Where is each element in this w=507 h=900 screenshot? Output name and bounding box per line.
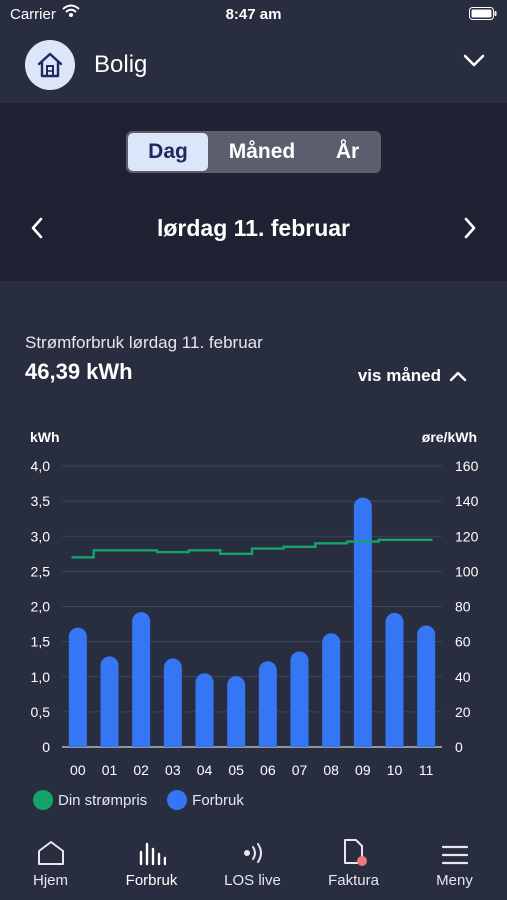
notification-badge [356,856,367,866]
y-right-axis-title: øre/kWh [422,429,477,445]
x-tick-label: 02 [133,762,149,778]
consumption-bar [290,651,309,747]
tab-forbruk-label: Forbruk [125,872,178,889]
legend-price: Din strømpris [33,790,147,810]
consumption-bar [258,661,277,747]
chevron-left-icon [31,217,43,239]
previous-day-button[interactable] [30,217,44,244]
period-segmented-control: Dag Måned År [126,131,381,173]
show-month-label: vis måned [357,366,441,385]
y-left-axis-title: kWh [30,429,60,445]
y-left-tick-label: 2,5 [31,563,51,579]
x-tick-label: 07 [292,762,308,778]
y-left-tick-label: 2,0 [31,599,51,615]
x-tick-label: 09 [355,762,371,778]
consumption-bar [132,612,151,747]
y-right-tick-label: 20 [455,704,471,720]
home-icon [37,841,64,865]
consumption-title: Strømforbruk lørdag 11. februar [25,333,263,352]
date-label: lørdag 11. februar [156,215,350,241]
bottom-tab-bar: Hjem Forbruk LOS live [0,830,507,900]
legend-price-swatch [33,790,53,810]
consumption-bar [68,627,87,747]
y-right-tick-label: 80 [455,599,471,615]
date-panel: Dag Måned År lørdag 11. februar [0,103,507,281]
tab-meny[interactable]: Meny [404,830,505,900]
tab-hjem[interactable]: Hjem [0,830,101,900]
date-navigator: lørdag 11. februar [0,213,507,247]
y-left-tick-label: 3,0 [31,528,51,544]
x-tick-label: 05 [228,762,244,778]
tab-day[interactable]: Dag [128,133,208,171]
x-tick-label: 11 [419,762,434,778]
consumption-bar [322,633,341,747]
legend-consumption-label: Forbruk [192,791,244,809]
y-left-tick-label: 0,5 [31,704,51,720]
x-tick-label: 08 [323,762,339,778]
chevron-right-icon [464,217,476,239]
chevron-up-icon [449,371,467,382]
y-right-tick-label: 160 [455,458,479,474]
y-right-tick-label: 40 [455,669,471,685]
y-left-tick-label: 1,5 [31,634,51,650]
y-right-tick-label: 120 [455,528,479,544]
tab-faktura-label: Faktura [328,872,379,889]
tab-hjem-label: Hjem [32,872,68,889]
consumption-bar [385,612,404,747]
consumption-bar [227,676,246,747]
tab-month[interactable]: Måned [228,140,296,163]
consumption-bar [195,673,214,747]
wifi-icon [62,4,80,22]
y-left-tick-label: 3,5 [31,493,51,509]
x-tick-label: 01 [102,762,118,778]
status-time: 8:47 am [225,6,282,23]
legend-consumption: Forbruk [167,790,244,810]
y-right-tick-label: 60 [455,634,471,650]
chart-legend: Din strømpris Forbruk [33,790,264,810]
legend-consumption-swatch [167,790,188,810]
x-tick-label: 03 [165,762,181,778]
legend-price-label: Din strømpris [58,791,148,809]
chevron-down-icon[interactable] [463,54,485,73]
tab-los-live-label: LOS live [224,872,281,889]
house-icon [37,52,63,78]
price-line [71,538,433,559]
consumption-total: 46,39 kWh [25,359,133,384]
status-bar: Carrier 8:47 am [0,0,507,28]
live-signal-icon [243,843,262,863]
y-right-tick-label: 0 [455,739,463,755]
tab-forbruk[interactable]: Forbruk [101,830,202,900]
property-title: Bolig [94,51,148,78]
tab-los-live[interactable]: LOS live [202,830,303,900]
y-left-tick-label: 4,0 [31,458,51,474]
show-month-toggle[interactable]: vis måned [358,366,467,386]
x-tick-label: 06 [260,762,276,778]
consumption-bar [353,497,372,747]
property-avatar[interactable] [25,40,75,90]
tab-faktura[interactable]: Faktura [303,830,404,900]
y-right-tick-label: 100 [455,563,479,579]
y-left-tick-label: 1,0 [31,669,51,685]
x-tick-label: 00 [70,762,86,778]
tab-meny-label: Meny [436,872,473,889]
consumption-bar [163,658,182,747]
carrier-label: Carrier [10,6,56,23]
tab-year[interactable]: År [335,140,360,163]
battery-icon [469,7,497,24]
x-tick-label: 04 [197,762,213,778]
y-right-tick-label: 140 [455,493,479,509]
menu-icon [441,845,468,865]
header: Bolig [0,28,507,103]
bar-chart-icon [139,842,166,866]
invoice-icon [343,839,367,866]
consumption-bar [100,656,119,747]
consumption-bar [417,625,436,747]
next-day-button[interactable] [463,217,477,244]
x-tick-label: 10 [387,762,403,778]
y-left-tick-label: 0 [42,739,50,755]
